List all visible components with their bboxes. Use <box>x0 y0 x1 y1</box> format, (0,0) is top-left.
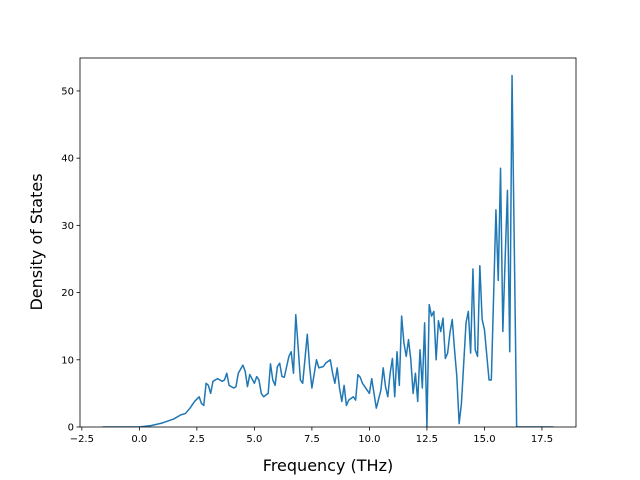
line <box>102 74 554 427</box>
y-tick-label: 30 <box>61 221 74 232</box>
x-tick-label: 15.0 <box>473 434 495 445</box>
x-axis-label: Frequency (THz) <box>263 456 393 475</box>
x-tick-label: −2.5 <box>70 434 94 445</box>
y-tick-label: 50 <box>61 86 74 97</box>
x-tick-label: 2.5 <box>189 434 205 445</box>
plot-frame <box>79 57 577 428</box>
x-tick-label: 5.0 <box>246 434 262 445</box>
x-tick-label: 17.5 <box>531 434 553 445</box>
y-tick-label: 0 <box>68 423 74 434</box>
x-tick-label: 10.0 <box>358 434 380 445</box>
y-axis-label: Density of States <box>27 173 46 310</box>
y-tick-label: 20 <box>61 288 74 299</box>
x-tick-label: 7.5 <box>304 434 320 445</box>
x-tick-label: 0.0 <box>131 434 147 445</box>
y-tick-label: 40 <box>61 154 74 165</box>
x-tick-label: 12.5 <box>416 434 438 445</box>
y-tick-label: 10 <box>61 355 74 366</box>
